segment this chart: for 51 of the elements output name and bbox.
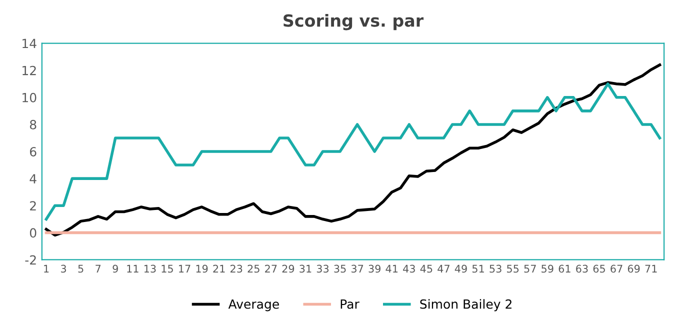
y-tick-label: 4: [30, 174, 36, 184]
x-tick-label: 55: [507, 264, 519, 273]
x-tick-label: 5: [78, 264, 84, 273]
y-tick-label: 10: [22, 92, 36, 102]
x-tick-label: 13: [144, 264, 156, 273]
line-series: [44, 64, 662, 237]
legend-label: Par: [340, 300, 360, 309]
x-tick-label: 21: [213, 264, 225, 273]
x-tick-label: 33: [316, 264, 329, 273]
x-tick-label: 53: [490, 264, 502, 273]
x-tick-label: 39: [368, 264, 380, 273]
x-tick-label: 43: [403, 264, 415, 273]
x-tick-label: 29: [282, 264, 294, 273]
x-tick-label: 57: [524, 264, 536, 273]
y-tick-label: 2: [30, 201, 36, 210]
x-tick-label: 49: [454, 264, 467, 273]
x-tick-label: 19: [196, 264, 208, 273]
y-tick-label: 14: [22, 38, 36, 48]
x-tick-label: 63: [576, 264, 588, 273]
y-tick-label: -2: [25, 255, 36, 264]
x-tick-label: 31: [300, 264, 312, 273]
x-tick-label: 61: [558, 264, 570, 273]
x-tick-label: 45: [420, 264, 432, 273]
x-tick-label: 65: [593, 264, 605, 273]
y-tick-label: 6: [30, 146, 36, 156]
x-tick-label: 51: [472, 264, 484, 273]
legend-label: Average: [228, 300, 279, 312]
x-tick-label: 17: [179, 264, 190, 273]
chart-title: Scoring vs. par: [284, 14, 424, 30]
x-tick-label: 25: [248, 264, 260, 273]
x-tick-label: 69: [628, 264, 640, 273]
x-tick-label: 71: [645, 264, 657, 273]
x-tick-label: 9: [112, 264, 118, 273]
x-tick-label: 15: [162, 264, 173, 273]
x-tick-label: 11: [127, 264, 138, 273]
legend-label: Simon Bailey 2: [420, 299, 512, 312]
x-tick-label: 35: [334, 264, 346, 273]
x-tick-label: 23: [230, 264, 242, 273]
y-tick-label: 12: [22, 66, 36, 76]
x-tick-label: 27: [265, 264, 277, 273]
x-tick-label: 1: [44, 264, 49, 273]
x-tick-label: 47: [438, 264, 450, 273]
x-tick-label: 59: [542, 264, 554, 273]
x-tick-label: 37: [351, 264, 364, 273]
x-tick-label: 67: [610, 264, 622, 273]
x-tick-label: 41: [386, 264, 398, 273]
x-tick-label: 7: [96, 264, 101, 273]
y-tick-label: 8: [30, 120, 36, 130]
x-tick-label: 3: [61, 264, 66, 273]
y-tick-label: 0: [30, 228, 36, 238]
line-series: [44, 82, 662, 221]
